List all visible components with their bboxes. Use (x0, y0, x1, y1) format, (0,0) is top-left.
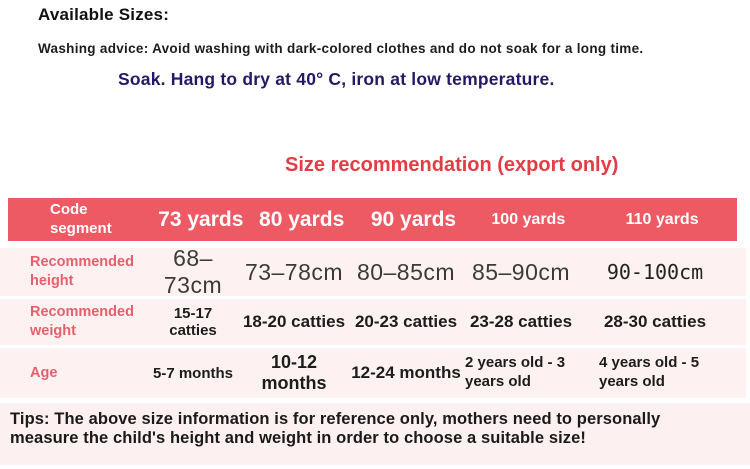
table-cell-weight-80: 18-20 catties (242, 312, 346, 331)
care-info-section: Available Sizes: Washing advice: Avoid w… (0, 0, 750, 90)
care-instruction-text: Soak. Hang to dry at 40° C, iron at low … (118, 69, 555, 89)
table-cell-height-100: 85–90cm (471, 258, 571, 285)
table-cell-age-73: 5-7 months (152, 364, 233, 382)
tips-text: Tips: The above size information is for … (10, 410, 661, 448)
table-cell-height-73: 68–73cm (163, 245, 223, 298)
table-cell-height-80: 73–78cm (244, 258, 344, 285)
header-cell-110-yards: 110 yards (625, 210, 699, 228)
code-segment-label: Code segment (50, 200, 112, 237)
age-range-text: 4 years old - 5 years old (599, 354, 700, 390)
table-cell-height-90: 80–85cm (356, 258, 456, 285)
table-cell-weight-110: 28-30 catties (603, 312, 707, 331)
table-row-recommended-weight: Recommended weight 15-17 catties 18-20 c… (0, 299, 746, 345)
row-label-cell: Recommended height (0, 248, 148, 296)
size-table: Code segment 73 yards 80 yards 90 yards … (0, 198, 750, 398)
header-cell-100-yards: 100 yards (491, 210, 566, 228)
table-cell-weight-90: 20-23 catties (354, 312, 458, 331)
available-sizes-heading: Available Sizes: (38, 5, 170, 24)
table-cell-weight-100: 23-28 catties (469, 312, 573, 331)
table-cell-age-90: 12-24 months (351, 363, 461, 382)
recommended-height-label: Recommended height (30, 254, 134, 289)
age-range-text: 2 years old - 3 years old (465, 354, 566, 390)
table-cell-weight-73: 15-17 catties (169, 305, 217, 339)
table-header-row: Code segment 73 yards 80 yards 90 yards … (8, 198, 737, 241)
age-label: Age (30, 364, 58, 381)
header-cell-73-yards: 73 yards (158, 207, 244, 231)
washing-advice-text: Washing advice: Avoid washing with dark-… (38, 41, 644, 56)
recommended-weight-label: Recommended weight (30, 304, 134, 339)
row-label-cell: Age (0, 348, 148, 398)
table-row-age: Age 5-7 months 10-12 months 12-24 months… (0, 348, 746, 398)
table-cell-height-110: 90-100cm (606, 260, 704, 284)
table-cell-age-110: 4 years old - 5 years old (580, 348, 730, 398)
header-cell-90-yards: 90 yards (370, 207, 457, 231)
size-recommendation-title: Size recommendation (export only) (285, 154, 619, 176)
tips-section: Tips: The above size information is for … (0, 403, 750, 465)
table-row-recommended-height: Recommended height 68–73cm 73–78cm 80–85… (0, 245, 746, 298)
header-cell-code-segment: Code segment (8, 198, 156, 241)
table-cell-age-80: 10-12 months (261, 352, 327, 393)
row-label-cell: Recommended weight (0, 299, 148, 345)
table-cell-age-100: 2 years old - 3 years old (462, 348, 580, 398)
header-cell-80-yards: 80 yards (259, 207, 345, 231)
size-recommendation-title-row: Size recommendation (export only) (0, 154, 750, 177)
